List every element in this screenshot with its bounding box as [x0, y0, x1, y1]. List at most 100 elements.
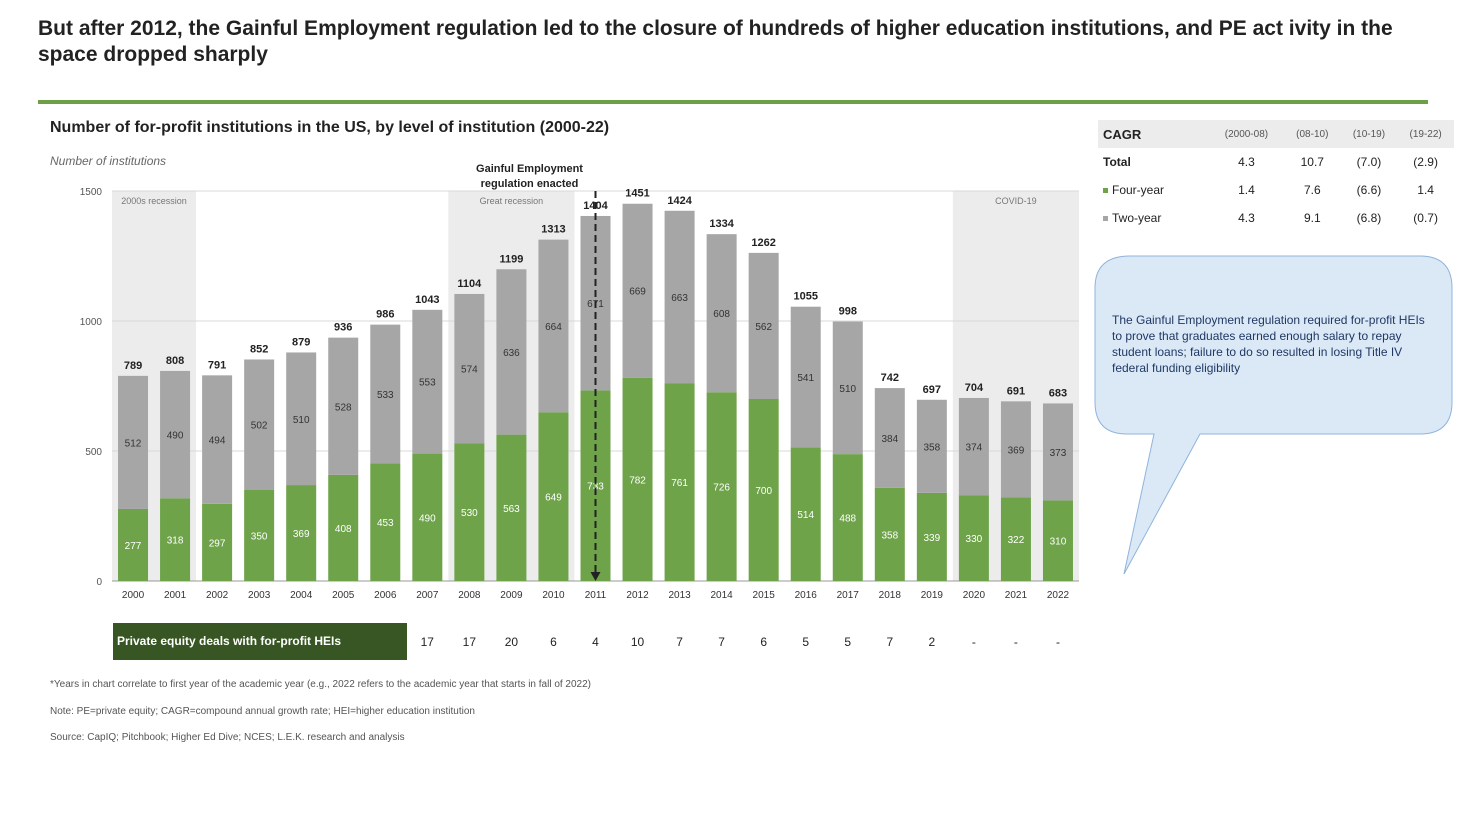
two-year-value-label: 358: [924, 442, 941, 453]
total-value-label: 986: [376, 309, 394, 321]
cagr-row-label: Four-year: [1112, 183, 1165, 197]
bar-two-year: [1042, 403, 1073, 501]
pe-deal-count: 5: [802, 635, 810, 649]
bar-four-year: [832, 454, 863, 581]
x-tick-label: 2004: [290, 590, 313, 601]
pe-deal-count: 7: [718, 635, 725, 649]
two-year-value-label: 574: [461, 365, 478, 376]
two-year-value-label: 528: [335, 402, 352, 413]
four-year-value-label: 339: [924, 533, 941, 544]
y-axis-caption: Number of institutions: [50, 154, 167, 168]
x-tick-label: 2016: [795, 590, 818, 601]
x-tick-label: 2021: [1005, 590, 1028, 601]
four-year-legend-swatch: [1103, 188, 1108, 194]
cagr-row-label: Total: [1103, 155, 1131, 169]
cagr-header-period: (2000-08): [1208, 120, 1284, 148]
bar-two-year: [622, 203, 653, 378]
total-value-label: 852: [250, 343, 268, 355]
two-year-value-label: 562: [755, 322, 772, 333]
bar-two-year: [160, 370, 191, 499]
pe-deal-count: 20: [504, 635, 519, 649]
footnote-years: *Years in chart correlate to first year …: [50, 679, 592, 690]
bar-two-year: [496, 269, 527, 435]
x-tick-label: 2015: [753, 590, 776, 601]
two-year-value-label: 512: [125, 438, 142, 449]
total-value-label: 1104: [457, 278, 482, 290]
x-tick-label: 2001: [164, 590, 187, 601]
pe-deal-count: 6: [550, 635, 557, 649]
bar-two-year: [370, 324, 401, 464]
bar-two-year: [244, 359, 275, 490]
x-tick-label: 2022: [1047, 590, 1070, 601]
bar-two-year: [832, 321, 863, 455]
cagr-value: 4.3: [1238, 211, 1255, 225]
x-tick-label: 2005: [332, 590, 355, 601]
total-value-label: 1451: [625, 188, 649, 200]
event-marker-label-line2: regulation enacted: [481, 178, 579, 190]
x-tick-label: 2007: [416, 590, 439, 601]
bar-four-year: [916, 492, 947, 581]
pe-deal-count: -: [971, 635, 976, 649]
total-value-label: 683: [1049, 387, 1067, 399]
event-marker-arrow: [590, 572, 601, 581]
bar-two-year: [202, 375, 233, 504]
bar-four-year: [118, 508, 149, 581]
cagr-value: 7.6: [1303, 183, 1321, 197]
total-value-label: 936: [334, 322, 352, 334]
total-value-label: 1055: [793, 291, 817, 303]
two-year-value-label: 663: [671, 293, 688, 304]
cagr-value: (6.8): [1356, 211, 1382, 225]
two-year-value-label: 502: [251, 421, 268, 432]
bar-four-year: [664, 383, 695, 581]
callout-bubble: [1094, 255, 1453, 575]
four-year-value-label: 453: [377, 518, 394, 529]
cagr-value: 9.1: [1303, 211, 1321, 225]
x-tick-label: 2014: [711, 590, 734, 601]
cagr-value: 4.3: [1238, 155, 1255, 169]
cagr-row-two-year: Two-year 4.3 9.1 (6.8) (0.7): [1098, 204, 1454, 232]
x-tick-label: 2017: [837, 590, 860, 601]
bar-four-year: [874, 487, 905, 581]
four-year-value-label: 330: [966, 534, 983, 545]
total-value-label: 1313: [541, 224, 565, 236]
four-year-value-label: 350: [251, 532, 268, 543]
bar-two-year: [286, 352, 317, 486]
pe-deal-count: 7: [886, 635, 894, 649]
pe-deal-count: 10: [630, 635, 645, 649]
bar-four-year: [622, 377, 653, 581]
four-year-value-label: 322: [1008, 535, 1025, 546]
pe-deal-count: 17: [420, 635, 434, 649]
two-year-value-label: 664: [545, 322, 562, 333]
pe-deal-count: -: [1013, 635, 1018, 649]
bar-four-year: [538, 412, 569, 581]
two-year-value-label: 669: [629, 287, 646, 298]
cagr-value: (0.7): [1413, 211, 1438, 225]
total-value-label: 1262: [751, 237, 775, 249]
two-year-value-label: 510: [839, 384, 856, 395]
four-year-value-label: 563: [503, 504, 520, 515]
four-year-value-label: 761: [671, 478, 688, 489]
pe-deal-count: 5: [844, 635, 852, 649]
total-value-label: 789: [124, 360, 142, 372]
bar-four-year: [328, 474, 359, 581]
two-year-value-label: 636: [503, 348, 520, 359]
four-year-value-label: 490: [419, 513, 436, 524]
bar-four-year: [1042, 500, 1073, 581]
pe-deal-count: 7: [676, 635, 683, 649]
bar-two-year: [916, 399, 947, 493]
bar-two-year: [412, 309, 443, 454]
total-value-label: 998: [839, 306, 857, 318]
total-value-label: 1424: [667, 195, 692, 207]
bar-two-year: [664, 210, 695, 384]
bar-four-year: [790, 447, 821, 581]
bar-four-year: [286, 485, 317, 581]
cagr-row-label: Two-year: [1112, 211, 1162, 225]
four-year-value-label: 310: [1050, 537, 1067, 548]
cagr-row-four-year: Four-year 1.4 7.6 (6.6) 1.4: [1098, 176, 1454, 204]
chart-title: Number of for-profit institutions in the…: [50, 119, 610, 136]
four-year-value-label: 277: [125, 541, 142, 552]
four-year-value-label: 318: [167, 536, 184, 547]
bar-four-year: [244, 490, 275, 581]
bar-four-year: [454, 443, 485, 581]
